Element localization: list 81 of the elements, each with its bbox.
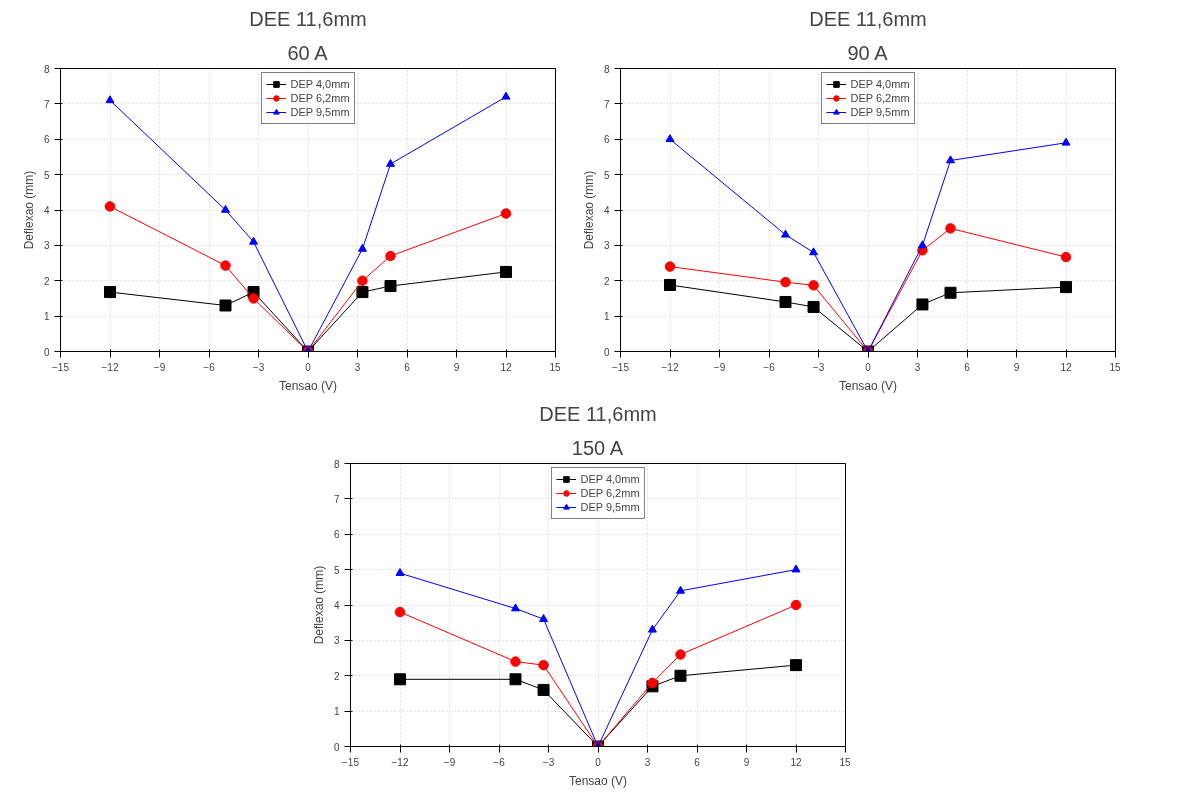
y-tick-label: 3 [333, 635, 340, 647]
y-tick-label: 4 [603, 205, 610, 216]
x-tick-label: −15 [612, 361, 630, 373]
y-axis-title: Deflexao (mm) [311, 565, 326, 645]
x-axis-title: Tensao (V) [568, 773, 628, 788]
legend-label: DEP 6,2mm [290, 91, 350, 105]
x-tick-label: 9 [1013, 361, 1020, 373]
y-tick-label: 0 [43, 346, 50, 358]
x-tick-label: 0 [865, 361, 872, 373]
x-axis-title: Tensao (V) [278, 378, 338, 393]
y-tick-label: 6 [603, 134, 610, 146]
x-tick-label: −12 [101, 361, 119, 373]
legend-label: DEP 6,2mm [850, 91, 910, 105]
legend-label: DEP 6,2mm [580, 486, 640, 500]
x-tick-label: −9 [443, 756, 456, 768]
y-tick-label: 0 [603, 346, 610, 358]
x-tick-label: 12 [1060, 361, 1072, 373]
x-tick-label: 9 [453, 361, 460, 373]
x-tick-label: −15 [342, 756, 360, 768]
y-tick-label: 7 [333, 493, 340, 505]
y-tick-label: 2 [333, 670, 340, 682]
y-tick-label: 7 [603, 98, 610, 110]
x-tick-label: 0 [595, 756, 602, 768]
y-axis-title: Deflexao (mm) [581, 170, 596, 250]
x-tick-label: 3 [914, 361, 921, 373]
x-tick-label: −3 [812, 361, 825, 373]
y-tick-label: 7 [43, 98, 50, 110]
x-tick-label: −3 [542, 756, 555, 768]
x-tick-label: 15 [1109, 361, 1121, 373]
y-tick-label: 1 [43, 311, 50, 323]
y-tick-label: 2 [43, 275, 50, 287]
x-tick-label: −12 [661, 361, 679, 373]
legend-label: DEP 4,0mm [580, 472, 640, 486]
x-tick-label: 6 [964, 361, 971, 373]
y-tick-label: 3 [43, 240, 50, 252]
chart-title: DEE 11,6mm [539, 402, 657, 425]
y-tick-label: 4 [333, 600, 340, 611]
y-axis-title: Deflexao (mm) [21, 170, 36, 250]
x-tick-label: 12 [500, 361, 512, 373]
y-tick-label: 3 [603, 240, 610, 252]
x-tick-label: 12 [790, 756, 802, 768]
chart-subtitle: 90 A [847, 41, 889, 64]
chart-subtitle: 150 A [571, 436, 624, 459]
x-tick-label: −9 [153, 361, 166, 373]
x-tick-label: 0 [305, 361, 312, 373]
chart-title: DEE 11,6mm [249, 7, 367, 30]
x-tick-label: 3 [644, 756, 651, 768]
y-tick-label: 6 [43, 134, 50, 146]
y-tick-label: 1 [603, 311, 610, 323]
x-tick-label: 15 [839, 756, 851, 768]
y-tick-label: 8 [43, 63, 50, 75]
x-tick-label: 6 [694, 756, 701, 768]
x-tick-label: 6 [404, 361, 411, 373]
x-tick-label: 3 [354, 361, 361, 373]
x-tick-label: −9 [713, 361, 726, 373]
x-tick-label: −6 [493, 756, 506, 768]
x-tick-label: 15 [549, 361, 561, 373]
y-tick-label: 1 [333, 706, 340, 718]
x-tick-label: −12 [391, 756, 409, 768]
x-tick-label: −6 [203, 361, 216, 373]
legend-label: DEP 9,5mm [580, 500, 640, 514]
x-tick-label: 9 [743, 756, 750, 768]
y-tick-label: 5 [603, 169, 610, 181]
legend-label: DEP 4,0mm [290, 77, 350, 91]
y-tick-label: 2 [603, 275, 610, 287]
x-axis-title: Tensao (V) [838, 378, 898, 393]
legend-label: DEP 4,0mm [850, 77, 910, 91]
chart-subtitle: 60 A [287, 41, 329, 64]
legend-label: DEP 9,5mm [290, 105, 350, 119]
x-tick-label: −15 [52, 361, 70, 373]
y-tick-label: 0 [333, 741, 340, 753]
y-tick-label: 5 [43, 169, 50, 181]
y-tick-label: 4 [43, 205, 50, 216]
y-tick-label: 6 [333, 529, 340, 541]
y-tick-label: 5 [333, 564, 340, 576]
x-tick-label: −3 [252, 361, 265, 373]
legend-label: DEP 9,5mm [850, 105, 910, 119]
chart-title: DEE 11,6mm [809, 7, 927, 30]
x-tick-label: −6 [763, 361, 776, 373]
y-tick-label: 8 [603, 63, 610, 75]
y-tick-label: 8 [333, 458, 340, 470]
